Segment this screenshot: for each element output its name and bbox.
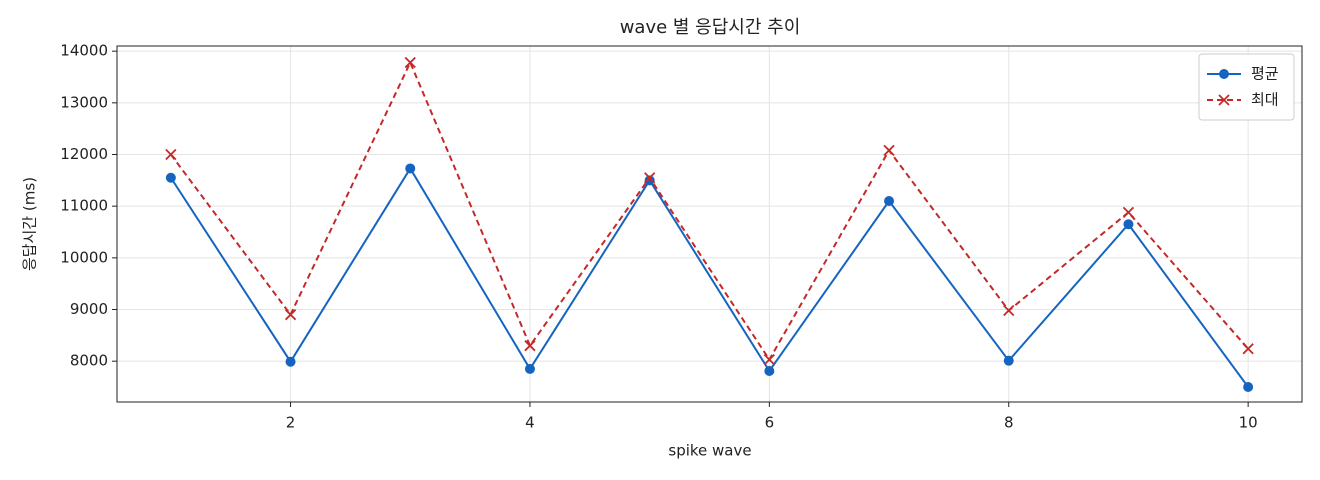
point-stroke [644, 172, 656, 184]
point-stroke [1003, 304, 1015, 317]
point [404, 56, 416, 69]
point [1003, 355, 1014, 366]
point-stroke [883, 144, 895, 157]
y-tick-label: 10000 [60, 248, 108, 266]
point [524, 363, 535, 374]
point-stroke [763, 353, 775, 366]
point [1122, 206, 1135, 219]
x-tick-label: 10 [1239, 414, 1258, 432]
point [644, 175, 655, 186]
y-axis-label: 응답시간 (ms) [21, 177, 39, 271]
legend-marker [1219, 69, 1229, 79]
series-line [170, 60, 1249, 362]
point [1243, 382, 1254, 393]
point-stroke [404, 56, 416, 69]
y-tick-label: 11000 [60, 197, 108, 215]
point [405, 163, 416, 174]
point [165, 148, 177, 161]
legend-marker [1218, 94, 1230, 106]
point [1242, 343, 1254, 355]
point-stroke [284, 309, 297, 321]
y-tick-label: 9000 [70, 300, 108, 318]
point-stroke [165, 148, 177, 161]
point [524, 340, 536, 352]
point [284, 309, 297, 321]
y-tick-label: 14000 [60, 42, 108, 60]
y-tick-label: 13000 [60, 93, 108, 111]
x-tick-label: 8 [1004, 414, 1014, 432]
point [763, 353, 775, 366]
x-tick-label: 2 [286, 414, 296, 432]
chart-title: wave 별 응답시간 추이 [620, 17, 801, 38]
point [884, 196, 895, 207]
legend-label: 평균 [1251, 65, 1279, 83]
point [644, 172, 656, 184]
point [1003, 304, 1015, 317]
point-stroke [1242, 343, 1254, 355]
point [165, 172, 176, 183]
point [285, 356, 296, 367]
point-stroke [524, 340, 536, 352]
y-tick-label: 12000 [60, 145, 108, 163]
y-tick-label: 8000 [70, 352, 108, 370]
x-axis-label: spike wave [668, 442, 751, 460]
point [1123, 219, 1134, 230]
point [883, 144, 895, 157]
point [764, 365, 775, 376]
series-line [170, 166, 1249, 388]
x-tick-label: 6 [765, 414, 775, 432]
x-tick-label: 4 [525, 414, 535, 432]
point-stroke [1122, 206, 1135, 219]
legend-label: 최대 [1251, 91, 1279, 109]
legend-box [1198, 53, 1295, 121]
point-stroke [1218, 94, 1230, 106]
plot-frame [116, 45, 1303, 403]
